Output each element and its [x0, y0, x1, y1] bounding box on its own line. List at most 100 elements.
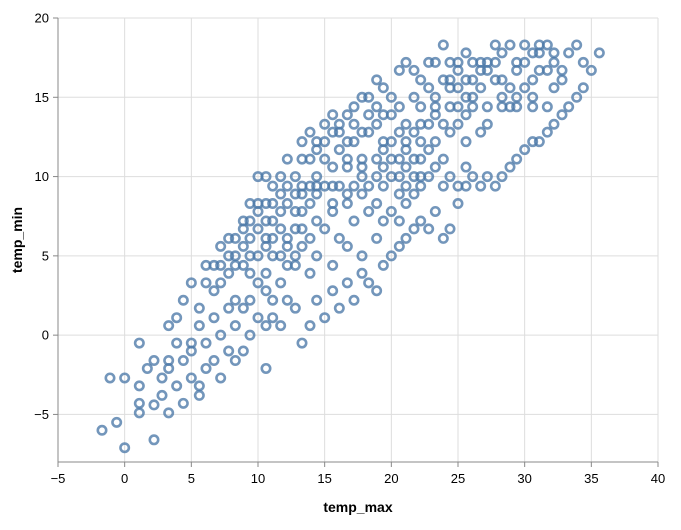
data-point: [319, 153, 331, 165]
data-point: [363, 126, 375, 138]
data-point: [252, 277, 264, 289]
data-point: [496, 91, 508, 103]
data-point: [275, 277, 287, 289]
data-point: [327, 285, 339, 297]
data-point: [541, 39, 553, 51]
data-point: [341, 153, 353, 165]
data-point: [193, 380, 205, 392]
data-point: [415, 101, 427, 113]
x-tick-label: 20: [384, 471, 398, 486]
data-point: [423, 56, 435, 68]
data-point: [348, 215, 360, 227]
data-point: [208, 285, 220, 297]
data-point: [385, 250, 397, 262]
data-point: [556, 64, 568, 76]
data-point: [437, 153, 449, 165]
data-point: [548, 82, 560, 94]
data-point: [504, 161, 516, 173]
data-point: [229, 294, 241, 306]
y-tick-label: −5: [34, 407, 49, 422]
data-point: [371, 101, 383, 113]
y-tick-label: 5: [42, 248, 49, 263]
data-point: [133, 407, 145, 419]
data-point: [185, 277, 197, 289]
data-point: [481, 171, 493, 183]
data-point: [260, 362, 272, 374]
data-point: [244, 267, 256, 279]
data-point: [460, 161, 472, 173]
data-point: [223, 302, 235, 314]
data-point: [400, 161, 412, 173]
y-tick-label: 10: [35, 169, 49, 184]
data-point: [177, 355, 189, 367]
data-point: [200, 362, 212, 374]
data-point: [296, 223, 308, 235]
data-point: [200, 337, 212, 349]
data-point: [489, 74, 501, 86]
data-point: [275, 223, 287, 235]
data-point: [341, 277, 353, 289]
data-point: [400, 56, 412, 68]
data-point: [460, 109, 472, 121]
data-point: [163, 407, 175, 419]
y-tick-label: 15: [35, 90, 49, 105]
data-point: [429, 56, 441, 68]
data-point: [452, 82, 464, 94]
data-point: [244, 215, 256, 227]
data-point: [527, 74, 539, 86]
data-point: [408, 223, 420, 235]
data-point: [289, 302, 301, 314]
data-point: [260, 285, 272, 297]
data-point: [200, 277, 212, 289]
data-point: [289, 223, 301, 235]
data-point: [548, 56, 560, 68]
data-point: [319, 180, 331, 192]
data-point: [593, 47, 605, 59]
data-point: [437, 180, 449, 192]
data-point: [393, 215, 405, 227]
data-point: [229, 232, 241, 244]
data-point: [429, 161, 441, 173]
data-point: [385, 136, 397, 148]
data-point: [393, 188, 405, 200]
data-point: [244, 329, 256, 341]
data-point: [415, 74, 427, 86]
data-point: [377, 82, 389, 94]
data-point: [267, 232, 279, 244]
data-point: [429, 136, 441, 148]
data-point: [385, 153, 397, 165]
data-point: [289, 188, 301, 200]
data-point: [341, 109, 353, 121]
data-point: [244, 232, 256, 244]
data-point: [496, 47, 508, 59]
data-point: [585, 64, 597, 76]
data-point: [341, 198, 353, 210]
data-point: [311, 215, 323, 227]
data-point: [408, 188, 420, 200]
data-point: [348, 294, 360, 306]
data-point: [481, 56, 493, 68]
data-point: [311, 188, 323, 200]
data-point: [371, 198, 383, 210]
data-point: [519, 39, 531, 51]
data-point: [371, 118, 383, 130]
data-point: [193, 389, 205, 401]
data-point: [296, 136, 308, 148]
data-point: [333, 302, 345, 314]
data-point: [260, 240, 272, 252]
data-point: [363, 91, 375, 103]
data-point: [393, 171, 405, 183]
data-point: [311, 136, 323, 148]
data-point: [363, 277, 375, 289]
data-point: [215, 277, 227, 289]
data-point: [237, 345, 249, 357]
data-point: [415, 180, 427, 192]
data-point: [577, 56, 589, 68]
data-point: [571, 39, 583, 51]
data-point: [348, 101, 360, 113]
data-point: [133, 397, 145, 409]
data-point: [563, 47, 575, 59]
data-point: [215, 329, 227, 341]
data-point: [452, 180, 464, 192]
data-point: [423, 223, 435, 235]
